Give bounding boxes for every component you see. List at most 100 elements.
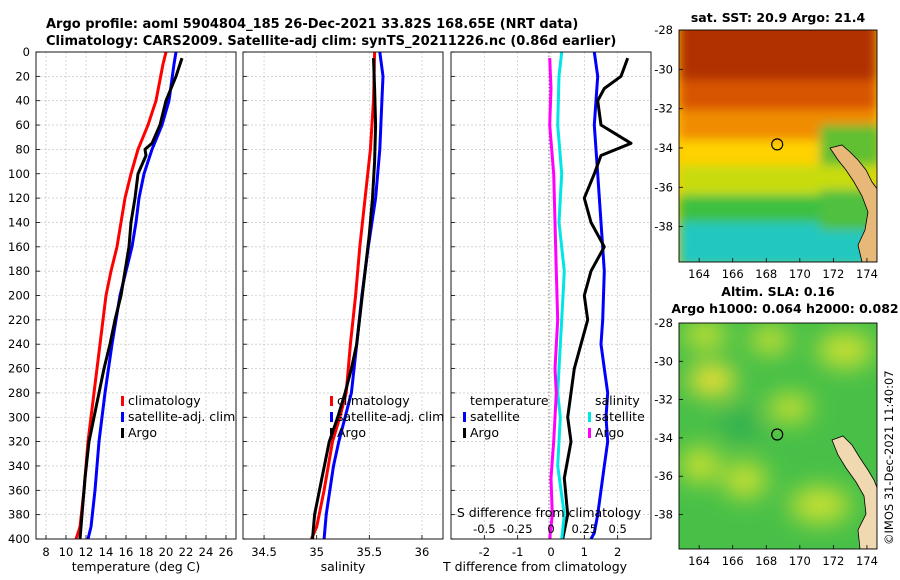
- legend-swatch-argo: [330, 428, 333, 438]
- depth-tick-label: 340: [8, 459, 30, 473]
- x-tick-label: 26: [219, 545, 234, 559]
- x-tick-label: 2: [614, 545, 621, 559]
- x-tick-label: 1: [581, 545, 588, 559]
- latitude-tick-label: -38: [654, 508, 673, 522]
- legend-label-t-satellite: satellite: [470, 409, 520, 424]
- sst-map-frame: [678, 29, 878, 263]
- legend-label-s-argo: Argo: [595, 425, 624, 440]
- depth-tick-label: 0: [23, 45, 30, 59]
- legend-label-s-satellite: satellite: [595, 409, 645, 424]
- depth-tick-label: 320: [8, 435, 30, 449]
- s-tick-label: 0.25: [572, 522, 598, 536]
- longitude-tick-label: 170: [789, 554, 811, 568]
- longitude-tick-label: 174: [856, 267, 878, 281]
- legend-swatch-satellite-adj: [330, 412, 333, 422]
- x-tick-label: 34.5: [251, 545, 277, 559]
- legend-label-satellite-adj: satellite-adj. clim: [128, 409, 235, 424]
- x-tick-label: 20: [159, 545, 174, 559]
- series-line: [556, 52, 566, 539]
- legend-swatch-climatology: [121, 396, 124, 406]
- salinity-grid: [243, 51, 443, 540]
- legend-heading-salinity: salinity: [595, 393, 640, 408]
- temperature-lines: [74, 52, 184, 539]
- s-difference-axis-label: S difference from climatology: [457, 505, 642, 520]
- x-tick-label: 8: [42, 545, 49, 559]
- sla-land: [831, 435, 877, 549]
- x-tick-label: 10: [59, 545, 74, 559]
- legend-heading-temperature: temperature: [470, 393, 549, 408]
- salinity-tick-labels: 34.5 35 35.5 36: [251, 545, 429, 559]
- sst-land: [829, 144, 877, 262]
- s-tick-label: 0.5: [609, 522, 627, 536]
- depth-tick-label: 240: [8, 337, 30, 351]
- sla-patch-6: [680, 447, 720, 483]
- sst-longitude-labels: 164 166 168 170 172 174: [688, 267, 878, 281]
- x-tick-label: -1: [512, 545, 523, 559]
- sla-patch-1: [683, 323, 727, 349]
- sla-map-title-line1: Altim. SLA: 0.16: [721, 284, 835, 299]
- series-line: [589, 52, 610, 539]
- depth-tick-label: 400: [8, 532, 30, 546]
- series-line: [561, 57, 633, 539]
- sla-map: Altim. SLA: 0.16 Argo h1000: 0.064 h2000…: [654, 284, 898, 568]
- difference-legend: temperature satellite Argo salinity sate…: [463, 393, 645, 440]
- depth-tick-labels: 0 20 40 60 80 100 120 140 160 180 200 220 240 260 280 3…: [8, 45, 30, 546]
- longitude-tick-label: 172: [822, 554, 844, 568]
- difference-frame: [450, 51, 652, 540]
- s-difference-tick-labels: -0.5 -0.25 0 0.25 0.5: [473, 522, 627, 536]
- x-tick-label: 14: [99, 545, 114, 559]
- s-tick-label: 0: [547, 522, 554, 536]
- sst-field: [679, 30, 877, 262]
- latitude-tick-label: -34: [654, 141, 673, 155]
- depth-tick-label: 260: [8, 362, 30, 376]
- figure-title-line1: Argo profile: aoml 5904804_185 26-Dec-20…: [46, 17, 578, 32]
- legend-swatch-satellite-adj: [121, 412, 124, 422]
- legend-label-climatology: climatology: [128, 393, 201, 408]
- x-tick-label: 36: [415, 545, 430, 559]
- salinity-panel: 34.5 35 35.5 36 salinity climatology satell…: [242, 51, 444, 574]
- sst-map-title: sat. SST: 20.9 Argo: 21.4: [691, 10, 866, 25]
- legend-label-argo: Argo: [337, 425, 366, 440]
- depth-tick-label: 300: [8, 410, 30, 424]
- sst-map-grid: [679, 30, 868, 262]
- depth-tick-label: 140: [8, 215, 30, 229]
- longitude-tick-label: 164: [688, 554, 710, 568]
- legend-swatch-climatology: [330, 396, 333, 406]
- x-tick-label: 35.5: [357, 545, 383, 559]
- legend-swatch-argo: [121, 428, 124, 438]
- legend-label-t-argo: Argo: [470, 425, 499, 440]
- longitude-tick-label: 164: [688, 267, 710, 281]
- legend-label-climatology: climatology: [337, 393, 410, 408]
- sla-patch-3: [817, 332, 873, 368]
- series-line: [86, 52, 178, 539]
- longitude-tick-label: 168: [755, 554, 777, 568]
- legend-swatch-s-satellite: [588, 412, 591, 422]
- difference-lines: [548, 52, 633, 539]
- x-tick-label: -2: [479, 545, 490, 559]
- sst-latitude-labels: -28 -30 -32 -34 -36 -38: [654, 23, 673, 234]
- depth-tick-label: 100: [8, 167, 30, 181]
- x-tick-label: 24: [199, 545, 214, 559]
- sla-patch-7: [723, 462, 767, 498]
- legend-label-satellite-adj: satellite-adj. clim: [337, 409, 444, 424]
- sla-patch-5: [768, 394, 812, 422]
- latitude-tick-label: -38: [654, 220, 673, 234]
- sla-field: [679, 323, 877, 549]
- longitude-tick-label: 170: [789, 267, 811, 281]
- difference-panel: -2 -1 0 1 2 -0.5 -0.25 0 0.25 0.5 S difference f…: [442, 51, 652, 574]
- temperature-legend: climatology satellite-adj. clim Argo: [121, 393, 235, 440]
- imos-watermark: ©IMOS 31-Dec-2021 11:40:07: [882, 370, 896, 545]
- depth-tick-label: 380: [8, 508, 30, 522]
- sst-map: sat. SST: 20.9 Argo: 21.4 -28 -30 -32 -34 -3…: [654, 10, 878, 281]
- latitude-tick-label: -36: [654, 469, 673, 483]
- x-tick-label: 12: [79, 545, 94, 559]
- sla-map-frame: [678, 322, 878, 550]
- x-tick-label: 0: [547, 545, 554, 559]
- latitude-tick-label: -30: [654, 62, 673, 76]
- temperature-axis-label: temperature (deg C): [72, 559, 201, 574]
- temperature-tick-labels: 8 10 12 14 16 18 20 22 24 26: [42, 545, 233, 559]
- longitude-tick-label: 166: [722, 267, 744, 281]
- depth-tick-label: 160: [8, 240, 30, 254]
- depth-tick-label: 80: [15, 142, 30, 156]
